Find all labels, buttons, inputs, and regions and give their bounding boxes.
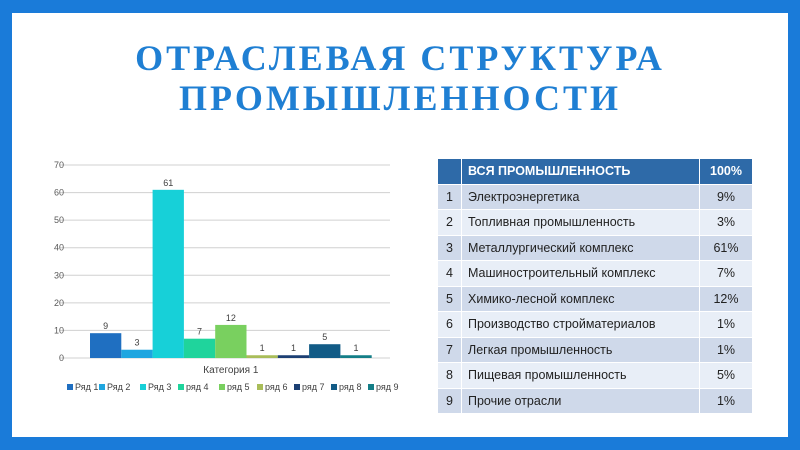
row-share: 7%: [699, 260, 753, 287]
row-number: 6: [437, 311, 462, 338]
y-tick-label: 20: [54, 298, 64, 308]
legend-label: ряд 9: [376, 382, 399, 392]
bar: [121, 349, 153, 358]
row-share: 9%: [699, 183, 753, 210]
y-tick-label: 0: [59, 353, 64, 363]
row-share: 61%: [699, 234, 753, 261]
table-row: 8 Пищевая промышленность 5%: [437, 362, 753, 389]
table-row: 3 Металлургический комплекс 61%: [437, 234, 753, 261]
legend-label: Ряд 2: [107, 382, 130, 392]
row-industry: Пищевая промышленность: [461, 362, 700, 389]
x-category-label: Категория 1: [203, 365, 259, 376]
row-number: 5: [437, 285, 462, 312]
data-label: 1: [354, 343, 359, 353]
row-industry: Легкая промышленность: [461, 336, 700, 363]
legend-swatch: [294, 384, 300, 390]
row-number: 8: [437, 362, 462, 389]
legend-swatch: [219, 384, 225, 390]
data-label: 5: [322, 332, 327, 342]
row-share: 3%: [699, 209, 753, 236]
legend-swatch: [67, 384, 73, 390]
bar: [277, 355, 310, 358]
row-share: 1%: [699, 336, 753, 363]
table-row: 7 Легкая промышленность 1%: [437, 336, 753, 363]
legend-swatch: [331, 384, 337, 390]
row-number: 3: [437, 234, 462, 261]
legend-label: ряд 7: [302, 382, 325, 392]
legend-label: ряд 4: [186, 382, 209, 392]
table-header-row: ВСЯ ПРОМЫШЛЕННОСТЬ 100%: [437, 158, 753, 185]
legend-label: Ряд 1: [75, 382, 98, 392]
bar: [90, 333, 122, 358]
row-industry: Производство стройматериалов: [461, 311, 700, 338]
legend-swatch: [99, 384, 105, 390]
title-line-2: ПРОМЫШЛЕННОСТИ: [179, 78, 621, 118]
row-industry: Электроэнергетика: [461, 183, 700, 210]
table-header-value: 100%: [699, 158, 753, 185]
table-row: 4 Машиностроительный комплекс 7%: [437, 260, 753, 287]
y-tick-label: 60: [54, 188, 64, 198]
legend-swatch: [257, 384, 263, 390]
row-number: 4: [437, 260, 462, 287]
table-row: 5 Химико-лесной комплекс 12%: [437, 285, 753, 312]
row-share: 5%: [699, 362, 753, 389]
data-label: 61: [163, 178, 173, 188]
bar: [309, 344, 341, 358]
row-number: 9: [437, 387, 462, 414]
table-row: 6 Производство стройматериалов 1%: [437, 311, 753, 338]
industry-table: ВСЯ ПРОМЫШЛЕННОСТЬ 100% 1 Электроэнергет…: [437, 158, 753, 414]
data-label: 7: [197, 327, 202, 337]
row-industry: Машиностроительный комплекс: [461, 260, 700, 287]
y-tick-label: 10: [54, 325, 64, 335]
table-row: 9 Прочие отрасли 1%: [437, 387, 753, 414]
table-header-index: [437, 158, 462, 185]
row-number: 2: [437, 209, 462, 236]
row-industry: Прочие отрасли: [461, 387, 700, 414]
legend-swatch: [368, 384, 374, 390]
row-share: 1%: [699, 311, 753, 338]
data-label: 12: [226, 313, 236, 323]
y-tick-label: 40: [54, 243, 64, 253]
bar: [215, 324, 247, 358]
data-label: 9: [103, 321, 108, 331]
row-industry: Топливная промышленность: [461, 209, 700, 236]
legend-label: Ряд 3: [148, 382, 171, 392]
table-row: 2 Топливная промышленность 3%: [437, 209, 753, 236]
bar: [340, 355, 372, 358]
bar: [246, 355, 278, 358]
legend-swatch: [140, 384, 146, 390]
row-number: 1: [437, 183, 462, 210]
legend-label: ряд 6: [265, 382, 288, 392]
row-industry: Химико-лесной комплекс: [461, 285, 700, 312]
y-tick-label: 70: [54, 160, 64, 170]
slide-title: ОТРАСЛЕВАЯ СТРУКТУРА ПРОМЫШЛЕННОСТИ: [0, 38, 800, 118]
data-label: 1: [260, 343, 265, 353]
bar: [183, 338, 216, 358]
legend-label: ряд 5: [227, 382, 250, 392]
legend-swatch: [178, 384, 184, 390]
row-share: 12%: [699, 285, 753, 312]
legend-label: ряд 8: [339, 382, 362, 392]
table-row: 1 Электроэнергетика 9%: [437, 183, 753, 210]
row-share: 1%: [699, 387, 753, 414]
table-header-label: ВСЯ ПРОМЫШЛЕННОСТЬ: [461, 158, 700, 185]
title-line-1: ОТРАСЛЕВАЯ СТРУКТУРА: [135, 38, 665, 78]
row-number: 7: [437, 336, 462, 363]
row-industry: Металлургический комплекс: [461, 234, 700, 261]
bar: [152, 189, 184, 358]
data-label: 3: [134, 338, 139, 348]
y-tick-label: 50: [54, 215, 64, 225]
data-label: 1: [291, 343, 296, 353]
y-tick-label: 30: [54, 270, 64, 280]
